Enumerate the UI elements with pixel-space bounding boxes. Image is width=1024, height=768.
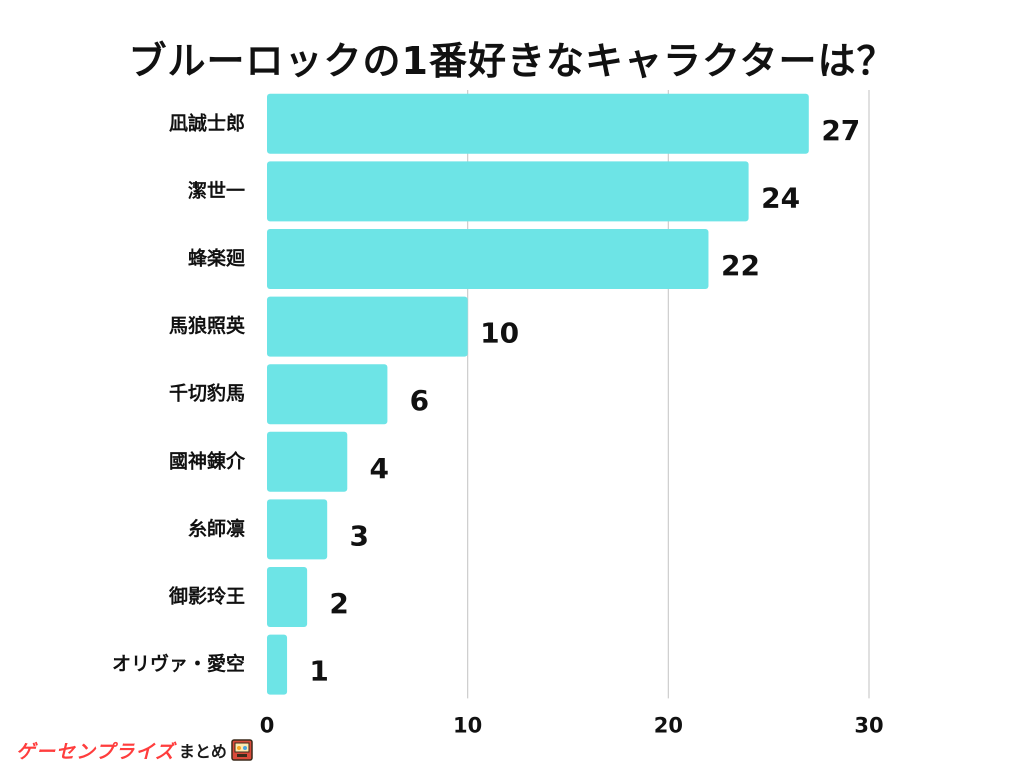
value-label: 22: [721, 249, 760, 282]
value-label: 3: [349, 519, 368, 552]
category-label: 糸師凛: [188, 517, 245, 540]
x-tick-label: 30: [854, 713, 883, 737]
logo-sub-text: まとめ: [178, 742, 227, 761]
bar: [267, 296, 468, 357]
value-label: 1: [309, 655, 328, 688]
category-label: 國神錬介: [169, 449, 246, 472]
site-logo: ゲーセンプライズ まとめ: [16, 735, 254, 765]
value-label: 10: [480, 317, 519, 350]
category-label: 千切豹馬: [169, 382, 245, 405]
value-label: 6: [410, 384, 429, 417]
x-tick-label: 10: [453, 713, 482, 737]
bar: [267, 499, 328, 560]
bar: [267, 364, 388, 425]
category-label: 馬狼照英: [169, 314, 246, 337]
bar: [267, 161, 749, 222]
category-label: 凪誠士郎: [169, 111, 245, 134]
category-label: 蜂楽廻: [188, 247, 246, 270]
bars: [267, 93, 809, 695]
bar: [267, 431, 348, 492]
bar: [267, 229, 709, 289]
bar: [267, 634, 288, 695]
prize-machine-icon: [231, 739, 253, 761]
category-label: 御影玲王: [168, 585, 245, 608]
chart-title: ブルーロックの1番好きなキャラクターは？: [128, 39, 896, 83]
x-axis-ticks: 0 10 20 30: [260, 713, 884, 737]
category-label: オリヴァ・愛空: [112, 652, 245, 675]
x-tick-label: 20: [654, 713, 683, 737]
value-label: 27: [821, 114, 860, 147]
value-labels: 27 24 22 10 6 4 3 2 1: [309, 114, 860, 688]
category-label: 潔世一: [188, 180, 245, 202]
value-label: 24: [761, 181, 800, 214]
value-label: 4: [370, 452, 389, 485]
logo-main-text: ゲーセンプライズ: [16, 740, 175, 763]
bar: [267, 567, 308, 627]
value-label: 2: [329, 587, 348, 620]
bar: [267, 93, 809, 154]
x-tick-label: 0: [260, 713, 275, 737]
